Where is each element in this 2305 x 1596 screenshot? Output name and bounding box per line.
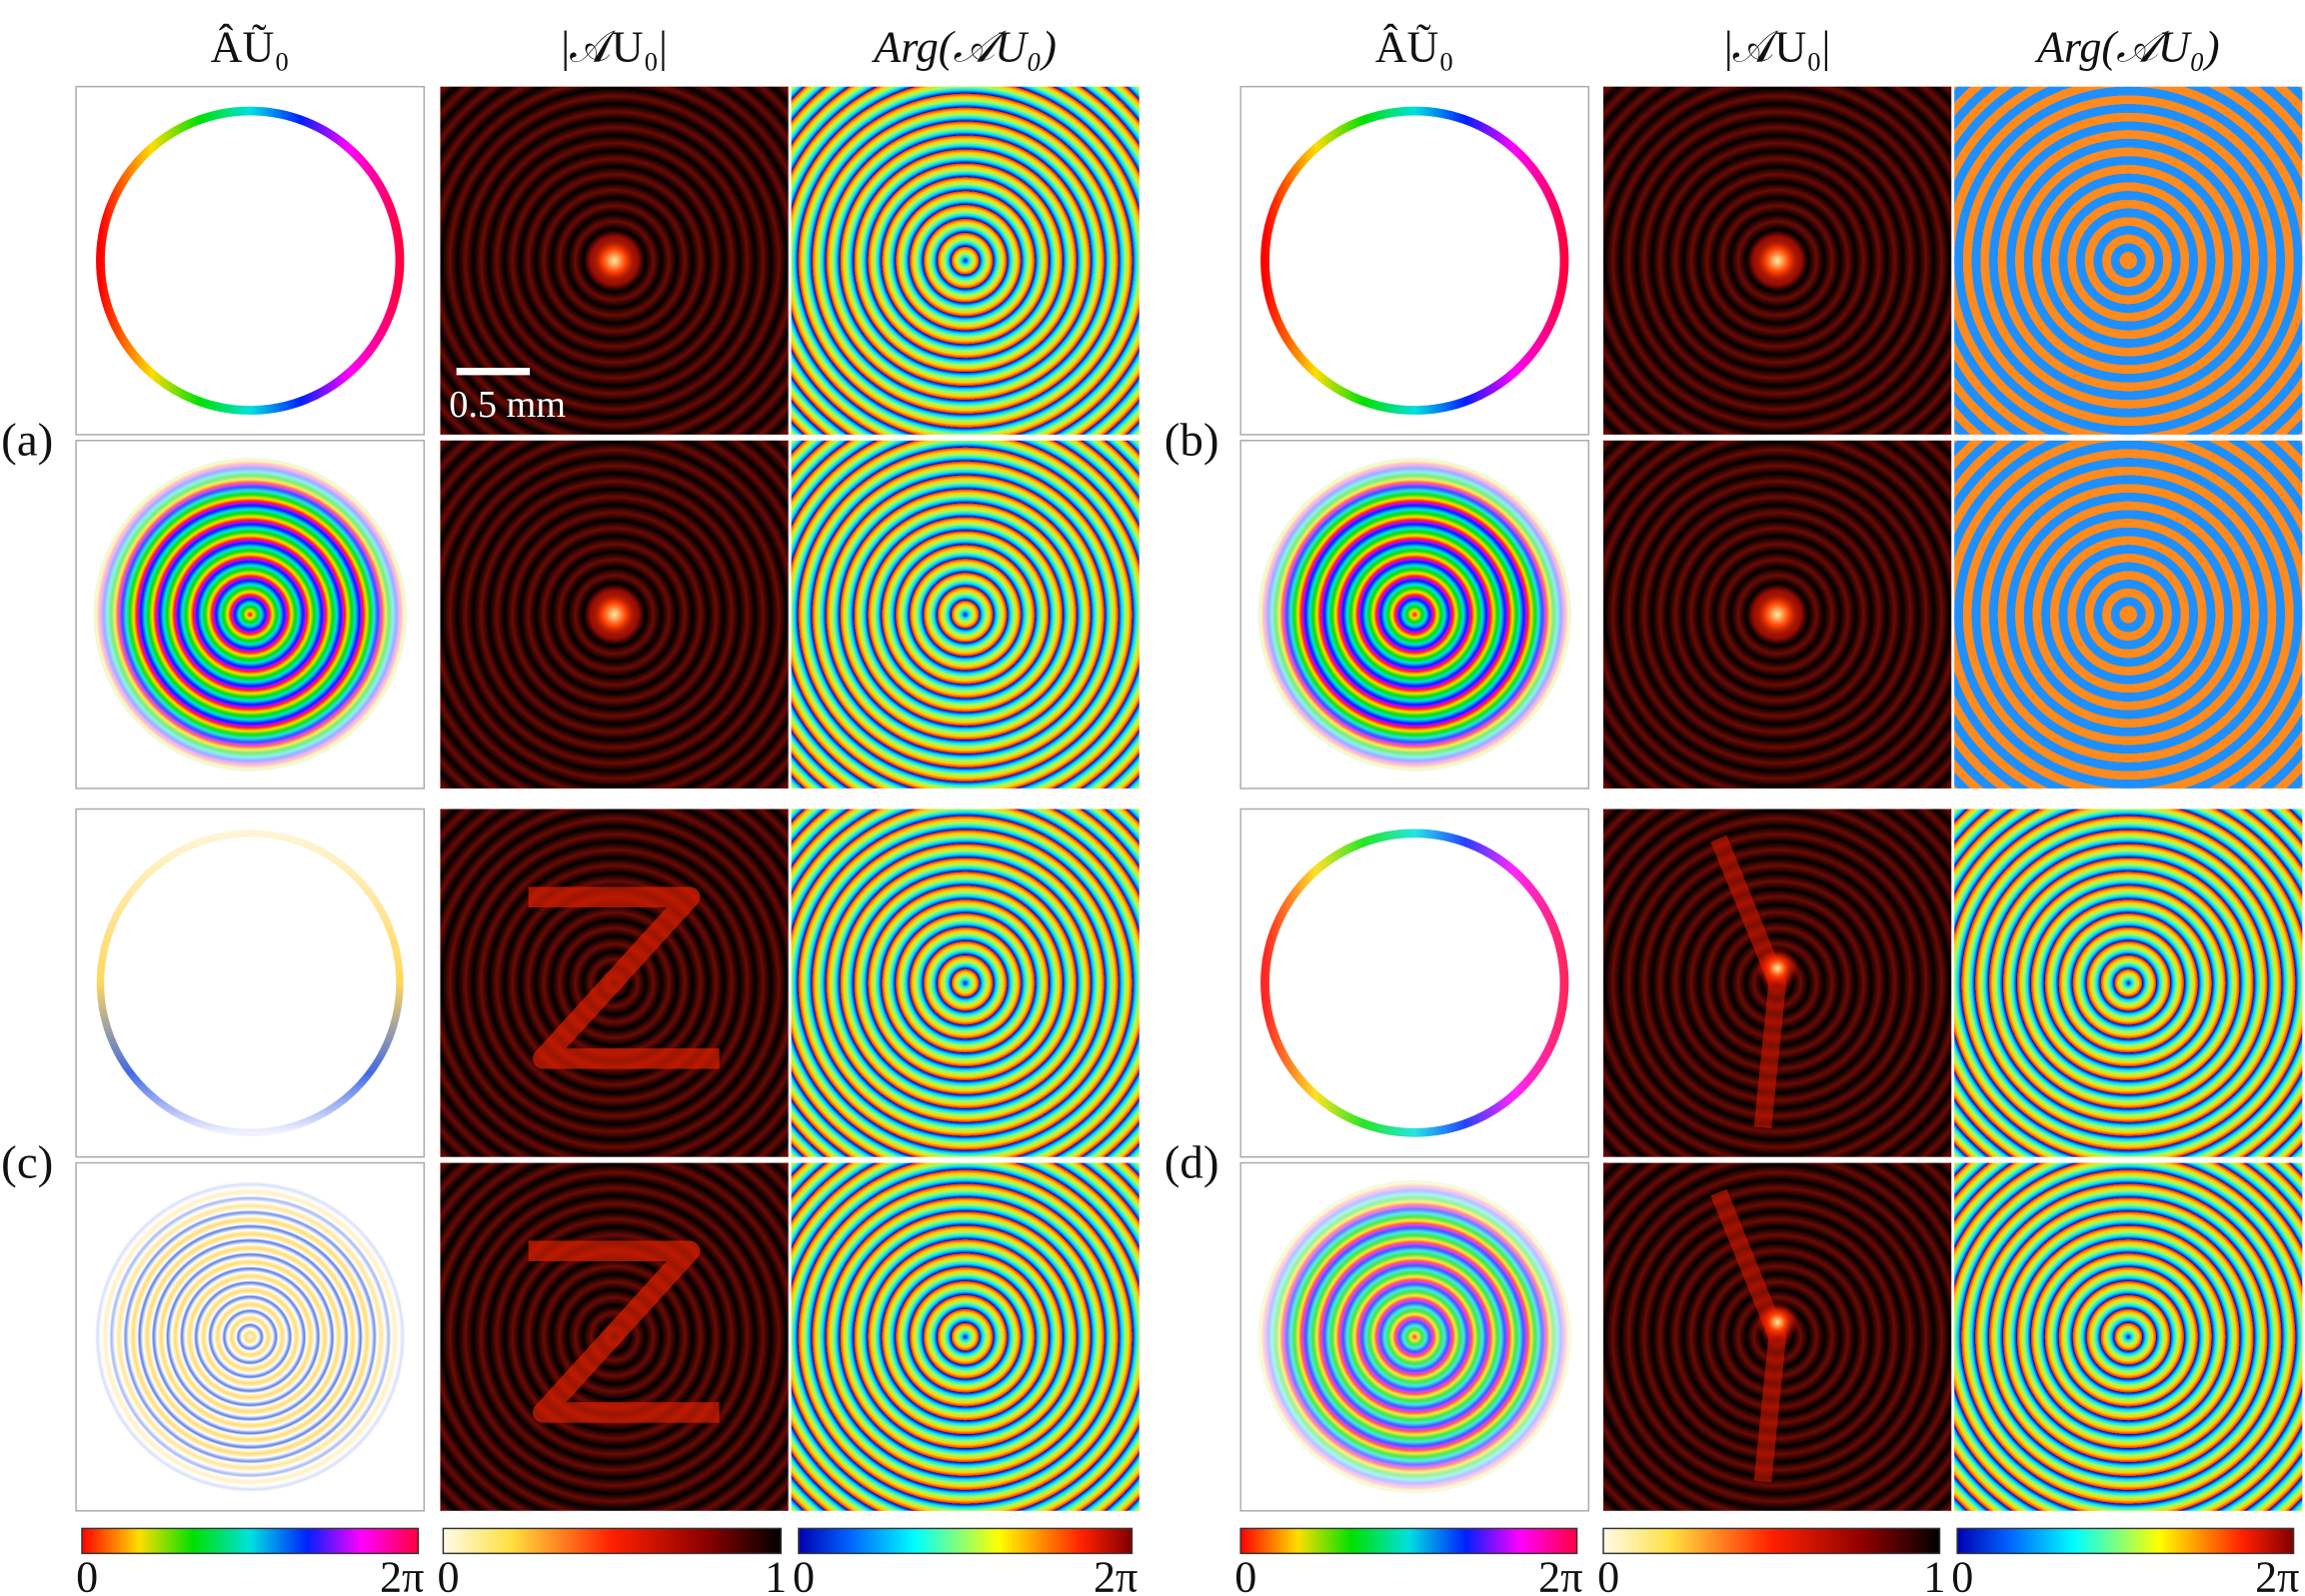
colorbar [1239, 1527, 1578, 1555]
colorbar [81, 1527, 420, 1555]
colorbar [1602, 1527, 1941, 1555]
phase-panel [1954, 808, 2303, 1157]
panel-label: (b) [1164, 414, 1219, 466]
phase-panel [1954, 1162, 2303, 1511]
colorbar-min-label: 0 [1951, 1553, 1973, 1596]
spectrum-fade [1250, 1173, 1578, 1501]
phase-panel [791, 808, 1140, 1157]
intensity-peak [1756, 1301, 1798, 1343]
intensity-peak [1747, 231, 1807, 291]
spectrum-ring [96, 829, 404, 1137]
panel-label: (c) [1, 1136, 53, 1188]
spectrum-panel [1239, 807, 1590, 1158]
intensity-peak [585, 231, 644, 291]
colorbar-min-label: 0 [1234, 1553, 1256, 1596]
phase-panel [1954, 86, 2303, 435]
spectrum-panel [75, 807, 426, 1158]
intensity-peak [585, 585, 644, 645]
column-header: |𝒜U₀| [561, 23, 668, 72]
column-header: ÂŨ₀ [1375, 23, 1454, 72]
colorbar-max-label: 2π [380, 1553, 424, 1596]
phase-panel [791, 86, 1140, 435]
colorbar-max-label: 2π [1094, 1553, 1138, 1596]
colorbar-max-label: 1 [1923, 1553, 1945, 1596]
spectrum-panel [75, 85, 426, 436]
colorbar [798, 1527, 1134, 1555]
spectrum-ring [1260, 828, 1569, 1137]
colorbar-min-label: 0 [76, 1553, 98, 1596]
spectrum-fade [86, 1173, 414, 1501]
colorbar-max-label: 1 [765, 1553, 787, 1596]
panel-label: (a) [1, 414, 53, 466]
intensity-peak [1747, 585, 1807, 645]
spectrum-ring [1260, 106, 1569, 415]
colorbar-max-label: 2π [2255, 1553, 2299, 1596]
column-header: |𝒜U₀| [1724, 23, 1831, 72]
spectrum-ring [96, 106, 405, 415]
colorbar [1956, 1527, 2295, 1555]
spectrum-fade [86, 451, 414, 779]
colorbar-min-label: 0 [1597, 1553, 1619, 1596]
spectrum-panel [1239, 85, 1590, 436]
column-header: Arg(𝒜U₀) [2034, 23, 2220, 72]
phase-panel [791, 1162, 1140, 1511]
spectrum-fade [1250, 451, 1578, 779]
colorbar [442, 1527, 783, 1555]
intensity-peak [1756, 947, 1798, 989]
colorbar-min-label: 0 [793, 1553, 815, 1596]
scale-bar-label: 0.5 mm [449, 384, 566, 426]
intensity-streak [528, 1240, 720, 1423]
colorbar-max-label: 2π [1538, 1553, 1582, 1596]
intensity-streak [528, 886, 720, 1069]
column-header: Arg(𝒜U₀) [871, 23, 1057, 72]
panel-label: (d) [1164, 1136, 1219, 1188]
phase-panel [791, 440, 1140, 789]
phase-panel [1954, 440, 2303, 789]
colorbar-min-label: 0 [438, 1553, 460, 1596]
column-header: ÂŨ₀ [211, 23, 290, 72]
